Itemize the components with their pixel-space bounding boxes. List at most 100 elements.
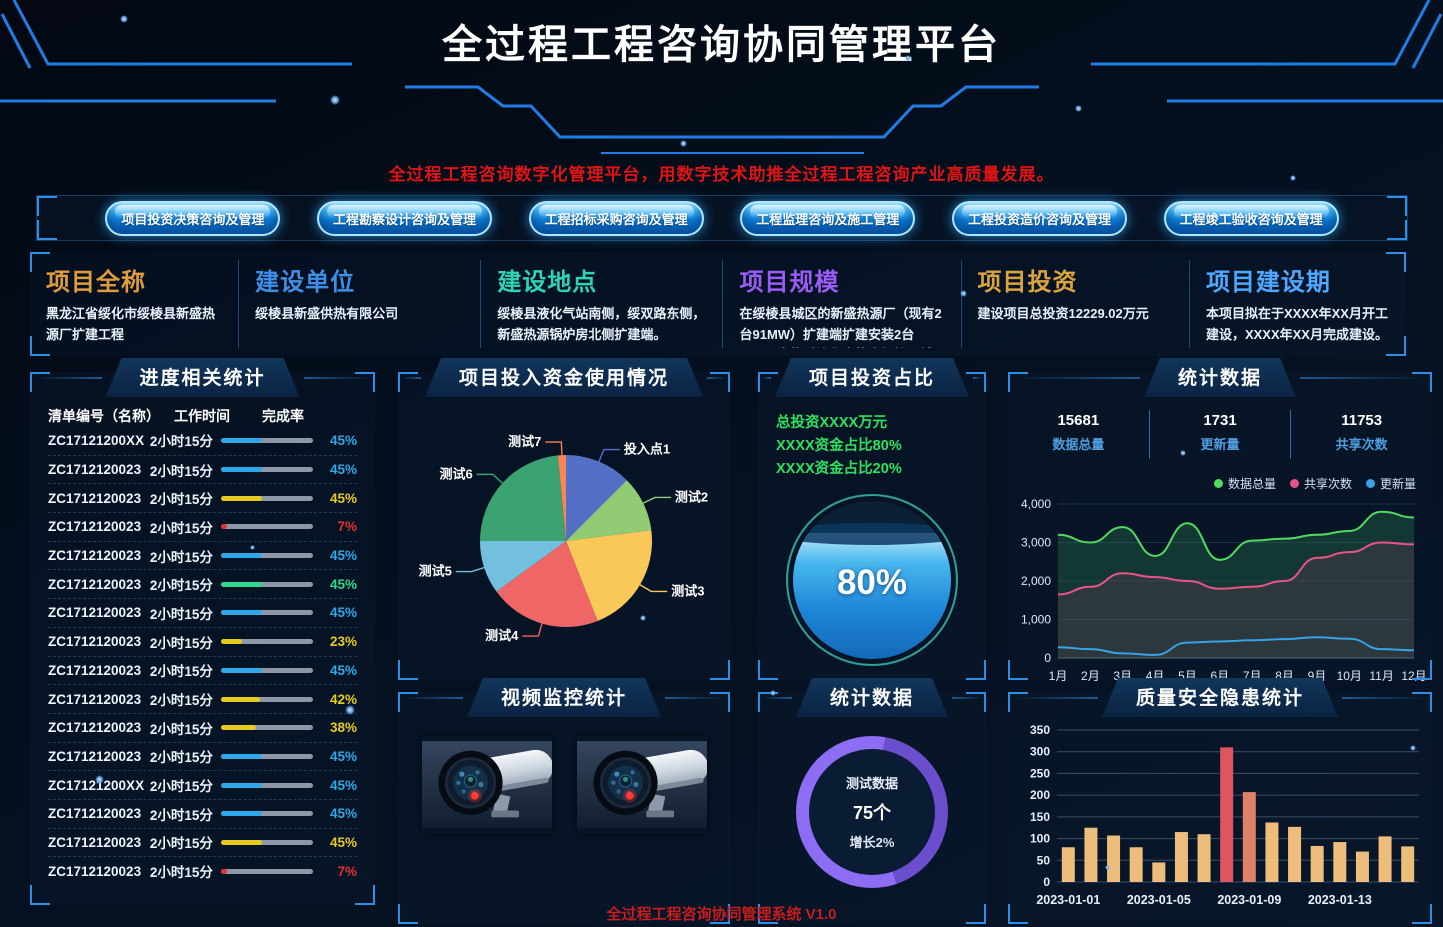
table-row: ZC1712120023 2小时15分 45% xyxy=(48,655,357,685)
panel-stats-line: 统计数据 15681 数据总量 1731 更新量 11753 共享次数 数据总量 共享次数更… xyxy=(1008,372,1432,683)
kpi-数据总量: 15681 数据总量 xyxy=(1008,410,1150,459)
panel-title: 视频监控统计 xyxy=(467,678,661,717)
table-cell: 38% xyxy=(329,720,357,736)
table-cell: ZC1712120023 xyxy=(48,605,142,621)
legend-item-共享次数[interactable]: 共享次数 xyxy=(1289,475,1352,492)
camera-feed-1[interactable] xyxy=(421,736,552,833)
svg-text:2023-01-01: 2023-01-01 xyxy=(1036,893,1100,907)
bar xyxy=(1129,847,1143,882)
table-cell: 2小时15分 xyxy=(149,549,213,565)
info-card-4: 项目规模在绥棱县城区的新盛热源厂（现有2台91MW）扩建端扩建安装2台70MW生… xyxy=(723,260,962,348)
table-row: ZC1712120023 2小时15分 45% xyxy=(48,483,357,512)
pie-slice-测试4 xyxy=(496,541,598,627)
bar xyxy=(1242,792,1256,882)
table-cell: 7% xyxy=(337,863,357,879)
bar xyxy=(1265,822,1279,882)
bar xyxy=(1333,842,1347,882)
table-row: ZC1712120023 2小时15分 45% xyxy=(48,798,357,828)
nav-button-3[interactable]: 工程招标采购咨询及管理 xyxy=(528,200,704,236)
table-cell: ZC1712120023 xyxy=(48,748,142,764)
pie-label: 测试2 xyxy=(675,489,708,504)
legend-item-数据总量[interactable]: 数据总量 xyxy=(1213,475,1276,492)
invest-line: 总投资XXXX万元 xyxy=(776,415,888,431)
table-row: ZC1712120023 2小时15分 45% xyxy=(48,741,357,771)
page-title: 全过程工程咨询协同管理平台 xyxy=(442,23,1001,67)
progress-bar xyxy=(221,495,313,501)
progress-bar xyxy=(221,553,313,559)
chart-legend: 数据总量 共享次数 更新量 xyxy=(1008,459,1432,492)
table-cell: 2小时15分 xyxy=(149,693,213,709)
table-cell: 2小时15分 xyxy=(149,807,213,823)
table-cell: 45% xyxy=(329,662,357,678)
star-dot xyxy=(1075,105,1082,112)
svg-text:2023-01-09: 2023-01-09 xyxy=(1217,893,1281,907)
progress-bar xyxy=(221,839,313,845)
info-card-body: 建设项目总投资12229.02万元 xyxy=(977,306,1149,321)
nav-button-6[interactable]: 工程竣工验收咨询及管理 xyxy=(1163,200,1339,236)
donut-center-line: 测试数据 xyxy=(845,776,898,791)
legend-item-更新量[interactable]: 更新量 xyxy=(1365,475,1416,492)
panel-hazard-bar: 质量安全隐患统计 0 50 100 150 200 250 300 350 2023-01-01… xyxy=(1008,692,1432,924)
table-cell: ZC1712120023 xyxy=(48,519,142,535)
table-cell: 23% xyxy=(329,634,357,650)
nav-button-2[interactable]: 工程勘察设计咨询及管理 xyxy=(316,200,492,236)
table-cell: 2小时15分 xyxy=(149,750,213,766)
kpi-row: 15681 数据总量 1731 更新量 11753 共享次数 xyxy=(1008,410,1432,459)
nav-button-4[interactable]: 工程监理咨询及施工管理 xyxy=(740,200,916,236)
nav-button-1[interactable]: 项目投资决策咨询及管理 xyxy=(105,200,281,236)
svg-text:3,000: 3,000 xyxy=(1021,536,1051,550)
bar xyxy=(1197,834,1211,882)
info-card-1: 项目全称 黑龙江省绥化市绥棱县新盛热源厂扩建工程 xyxy=(30,260,240,348)
line-series-共享次数 xyxy=(1057,541,1415,596)
panel-title: 统计数据 xyxy=(1144,358,1296,397)
table-cell: 2小时15分 xyxy=(149,463,213,479)
table-cell: ZC1712120023 xyxy=(48,863,142,879)
table-cell: 45% xyxy=(329,576,357,592)
bar xyxy=(1355,851,1369,882)
table-row: ZC1712120023 2小时15分 7% xyxy=(48,512,357,541)
table-cell: ZC1712120023 xyxy=(48,548,142,564)
panel-invest-ratio: 项目投资占比 总投资XXXX万元 XXXX资金占比80% XXXX资金占比20% 8… xyxy=(758,372,986,680)
table-row: ZC17121200XX 2小时15分 45% xyxy=(48,426,357,455)
panel-title: 项目投入资金使用情况 xyxy=(425,358,703,397)
table-cell: ZC1712120023 xyxy=(48,720,142,736)
table-cell: 2小时15分 xyxy=(149,606,213,622)
bar xyxy=(1220,747,1234,882)
info-card-title: 建设单位 xyxy=(255,269,356,296)
svg-text:100: 100 xyxy=(1030,832,1050,846)
progress-bar xyxy=(221,753,313,759)
panel-stats-donut: 统计数据 测试数据 75个 增长2% xyxy=(758,692,986,924)
table-cell: 45% xyxy=(329,490,357,506)
table-cell: 7% xyxy=(337,519,357,535)
table-row: ZC1712120023 2小时15分 7% xyxy=(48,856,357,885)
progress-bar xyxy=(221,667,313,673)
progress-bar xyxy=(221,524,313,530)
bar xyxy=(1152,862,1166,882)
bar xyxy=(1288,826,1302,882)
camera-feed-2[interactable] xyxy=(576,736,707,833)
line-series-数据总量 xyxy=(1057,510,1415,561)
progress-bar xyxy=(221,467,313,473)
table-cell: 45% xyxy=(329,834,357,850)
pie-slice-测试3 xyxy=(566,530,652,621)
info-card-6: 项目建设期 本项目拟在于XXXX年XX月开工建设，XXXX年XX月完成建设。 xyxy=(1190,260,1406,348)
table-cell: ZC1712120023 xyxy=(48,462,142,478)
info-card-title: 项目建设期 xyxy=(1205,269,1331,296)
pie-slice-测试2 xyxy=(566,480,652,541)
pie-label: 测试7 xyxy=(508,434,541,449)
bar xyxy=(1378,836,1392,882)
table-row: ZC1712120023 2小时15分 45% xyxy=(48,827,357,857)
info-card-2: 建设单位 绥棱县新盛供热有限公司 xyxy=(239,260,482,348)
table-row: ZC1712120023 2小时15分 23% xyxy=(48,626,357,656)
project-info-row: 项目全称 黑龙江省绥化市绥棱县新盛热源厂扩建工程 建设单位 绥棱县新盛供热有限公司 建设… xyxy=(30,252,1406,356)
bar xyxy=(1084,827,1098,882)
progress-bar xyxy=(221,782,313,788)
panel-video-monitor: 视频监控统计 xyxy=(398,692,730,924)
progress-bar xyxy=(221,696,313,702)
table-row: ZC1712120023 2小时15分 45% xyxy=(48,569,357,598)
table-cell: 45% xyxy=(329,548,357,564)
nav-button-5[interactable]: 工程投资造价咨询及管理 xyxy=(951,200,1127,236)
info-card-body: 在绥棱县城区的新盛热源厂（现有2台91MW）扩建端扩建安装2台70MW生物质流化… xyxy=(739,306,942,348)
table-cell: 2小时15分 xyxy=(149,836,213,852)
page-subtitle: 全过程工程咨询数字化管理平台，用数字技术助推全过程工程咨询产业高质量发展。 xyxy=(388,165,1055,184)
